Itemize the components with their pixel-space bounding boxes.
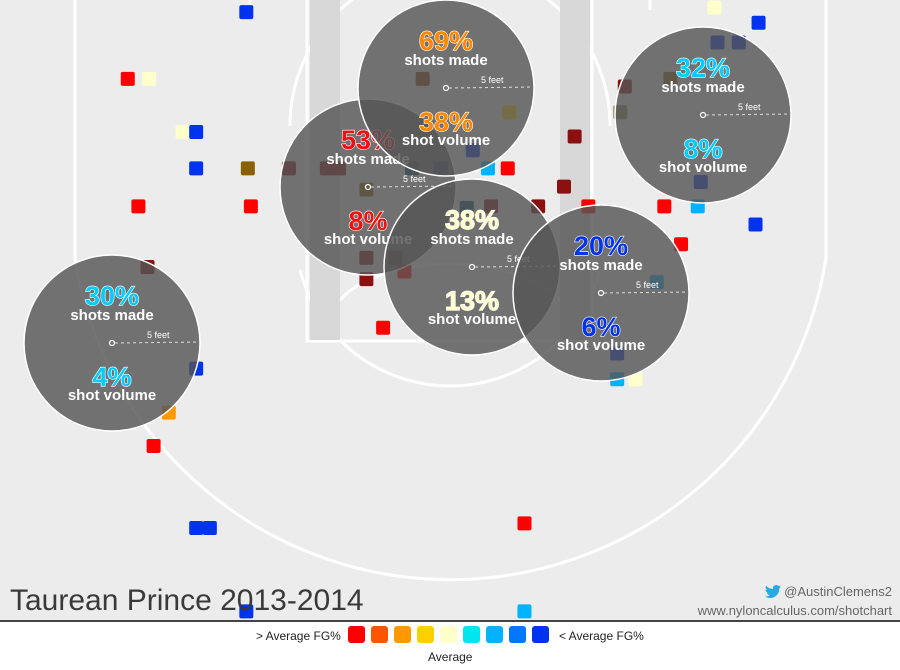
shot-marker xyxy=(674,237,689,252)
hoop-icon xyxy=(108,339,116,347)
shot-marker xyxy=(707,0,722,15)
scale-label: 5 feet xyxy=(147,330,170,340)
zone-volume-label: shot volume xyxy=(402,132,490,149)
shot-marker xyxy=(567,129,582,144)
zone-volume-label: shot volume xyxy=(428,311,516,328)
zone-volume-pct: 8% xyxy=(348,206,387,236)
scale-label: 5 feet xyxy=(636,280,659,290)
shot-marker xyxy=(657,199,672,214)
zone-bubble xyxy=(357,0,535,177)
shot-marker xyxy=(240,161,255,176)
legend-left-label: > Average FG% xyxy=(256,629,341,643)
shot-marker xyxy=(376,320,391,335)
zone-top-key: 5 feet 69%shots made 38%shot volume xyxy=(357,0,535,177)
credit-url[interactable]: www.nyloncalculus.com/shotchart xyxy=(697,603,892,618)
legend-swatch-5 xyxy=(463,626,480,643)
zone-volume-pct: 8% xyxy=(683,134,722,164)
shot-marker xyxy=(517,516,532,531)
zone-bubble xyxy=(23,254,201,432)
legend-swatch-6 xyxy=(486,626,503,643)
shot-marker xyxy=(517,604,532,619)
legend-right-label: < Average FG% xyxy=(559,629,644,643)
scale-label: 5 feet xyxy=(481,75,504,85)
zone-made-pct: 69% xyxy=(419,26,473,56)
scale-line xyxy=(370,185,457,188)
zone-volume-label: shot volume xyxy=(68,387,156,404)
zone-volume-label: shot volume xyxy=(557,337,645,354)
zone-volume-pct: 13% xyxy=(445,286,499,316)
shot-marker xyxy=(748,217,763,232)
scale-line xyxy=(603,291,690,294)
shot-marker xyxy=(243,199,258,214)
shot-marker xyxy=(146,439,161,454)
legend-swatch-4 xyxy=(440,626,457,643)
chart-title: Taurean Prince 2013-2014 xyxy=(10,584,364,617)
shot-marker xyxy=(239,5,254,20)
scale-line xyxy=(705,113,792,116)
legend-swatch-1 xyxy=(371,626,388,643)
shot-marker xyxy=(120,71,135,86)
zone-volume-label: shot volume xyxy=(659,159,747,176)
zone-made-pct: 38% xyxy=(445,205,499,235)
zone-made-pct: 20% xyxy=(574,231,628,261)
zone-made-label: shots made xyxy=(430,231,513,248)
legend-middle-label: Average xyxy=(428,650,473,664)
shot-marker xyxy=(202,520,217,535)
legend-swatch-3 xyxy=(417,626,434,643)
credit-handle[interactable]: @AustinClemens2 xyxy=(765,584,892,599)
shot-marker xyxy=(500,161,515,176)
legend-swatches xyxy=(348,626,549,643)
zone-made-label: shots made xyxy=(661,79,744,96)
shot-marker xyxy=(189,520,204,535)
legend-swatch-8 xyxy=(532,626,549,643)
shot-marker xyxy=(557,179,571,194)
shot-marker xyxy=(751,15,766,30)
shot-marker xyxy=(189,124,204,139)
credit-handle-text: @AustinClemens2 xyxy=(784,584,892,599)
hoop-icon xyxy=(699,111,707,119)
shot-marker xyxy=(175,124,190,139)
zone-made-label: shots made xyxy=(559,257,642,274)
legend-swatch-2 xyxy=(394,626,411,643)
zone-made-pct: 30% xyxy=(85,281,139,311)
zone-volume-pct: 4% xyxy=(92,362,131,392)
zone-bubble xyxy=(512,204,690,382)
shot-marker xyxy=(142,71,157,86)
restricted-arc xyxy=(288,0,612,127)
zone-made-label: shots made xyxy=(404,52,487,69)
zone-right-wing: 5 feet 20%shots made 6%shot volume xyxy=(512,204,690,382)
zone-volume-pct: 38% xyxy=(419,107,473,137)
hoop-icon xyxy=(468,263,476,271)
zone-left-corner: 5 feet 30%shots made 4%shot volume xyxy=(23,254,201,432)
zone-made-pct: 32% xyxy=(676,53,730,83)
scale-label: 5 feet xyxy=(738,102,761,112)
twitter-bird-icon xyxy=(765,585,782,598)
shot-marker xyxy=(239,604,254,619)
zone-volume-pct: 6% xyxy=(581,312,620,342)
legend-swatch-7 xyxy=(509,626,526,643)
scale-line xyxy=(114,341,201,344)
hoop-icon xyxy=(364,183,372,191)
hoop-icon xyxy=(442,84,450,92)
zone-bubble xyxy=(614,26,792,204)
shot-marker xyxy=(131,199,146,214)
scale-line xyxy=(448,86,535,89)
hoop-icon xyxy=(597,289,605,297)
shot-marker xyxy=(189,161,204,176)
zone-right-corner: 5 feet 32%shots made 8%shot volume xyxy=(614,26,792,204)
zone-made-label: shots made xyxy=(70,307,153,324)
legend-swatch-0 xyxy=(348,626,365,643)
scale-label: 5 feet xyxy=(403,174,426,184)
scale-label: 5 feet xyxy=(507,254,530,264)
